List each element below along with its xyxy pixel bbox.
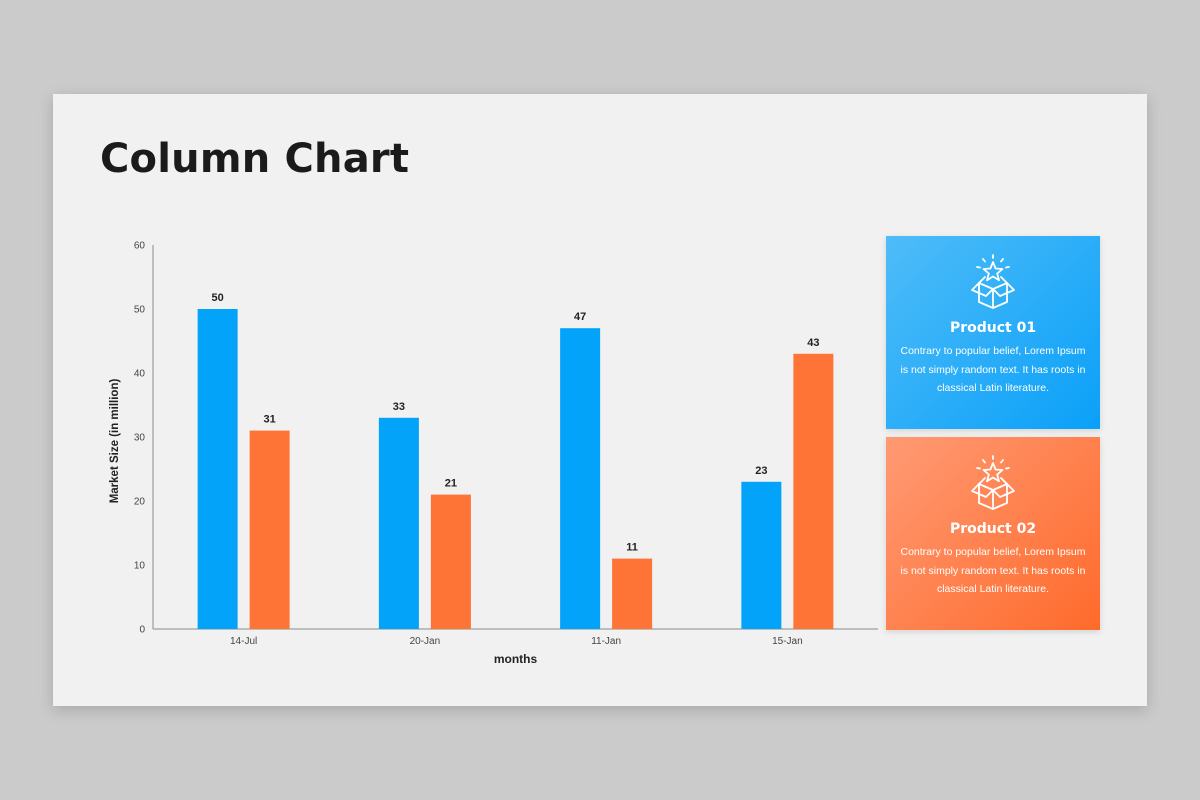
product-title: Product 02: [949, 521, 1037, 537]
bar: [378, 417, 419, 629]
bar: [430, 494, 471, 629]
slide: Column Chart 0 10 20 30 40 50 60 14-Jul 50 31 20-J…: [53, 94, 1147, 706]
bar: [560, 328, 601, 629]
product-card-2: Product 02 Contrary to popular belief, L…: [886, 437, 1100, 630]
bar: [612, 558, 653, 629]
y-tick-label: 60: [134, 241, 146, 252]
data-label: 43: [807, 337, 819, 349]
data-label: 31: [264, 414, 276, 426]
product-card-1: Product 01 Contrary to popular belief, L…: [886, 236, 1100, 429]
x-tick-label: 14-Jul: [230, 636, 257, 647]
y-tick-label: 0: [139, 625, 145, 636]
x-tick-label: 20-Jan: [410, 636, 441, 647]
data-label: 11: [626, 542, 638, 554]
y-tick-label: 20: [134, 497, 146, 508]
data-label: 33: [393, 401, 405, 413]
data-label: 50: [212, 292, 224, 304]
y-axis-title: Market Size (in million): [109, 379, 121, 504]
column-chart: 0 10 20 30 40 50 60 14-Jul 50 31 20-Jan 33 21 11-Jan 4…: [109, 241, 878, 666]
x-axis-title: months: [494, 652, 538, 666]
bar: [249, 430, 290, 629]
y-tick-label: 40: [134, 369, 146, 380]
open-box-star-icon: [971, 455, 1015, 510]
x-tick-label: 15-Jan: [772, 636, 803, 647]
data-label: 21: [445, 478, 457, 490]
data-label: 23: [755, 465, 767, 477]
product-title: Product 01: [949, 320, 1037, 336]
y-tick-label: 30: [134, 433, 146, 444]
open-box-star-icon: [971, 254, 1015, 309]
bar: [741, 481, 782, 629]
data-label: 47: [574, 311, 586, 323]
page-title: Column Chart: [100, 136, 410, 182]
bar: [793, 353, 834, 629]
x-tick-label: 11-Jan: [591, 636, 621, 647]
product-description: Contrary to popular belief, Lorem Ipsum …: [900, 546, 1086, 595]
y-tick-label: 10: [134, 561, 146, 572]
product-description: Contrary to popular belief, Lorem Ipsum …: [900, 345, 1086, 394]
bar: [197, 309, 238, 629]
y-tick-label: 50: [134, 305, 146, 316]
